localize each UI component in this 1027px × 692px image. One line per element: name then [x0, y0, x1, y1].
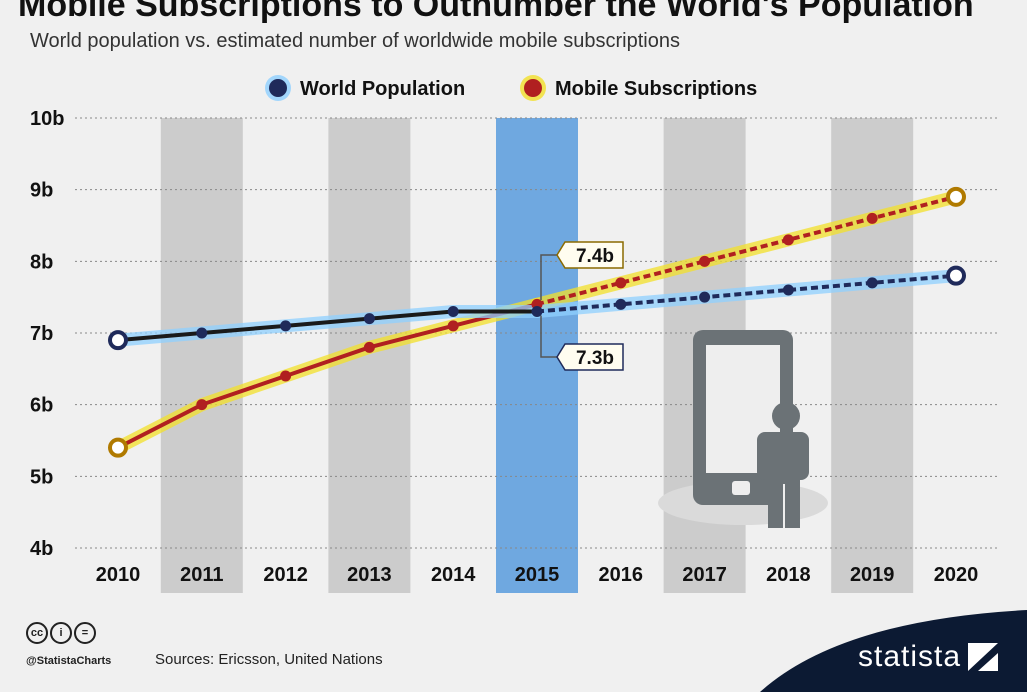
- x-tick-label: 2015: [515, 564, 560, 586]
- subscriptions-point-2019: [866, 212, 878, 224]
- brand-bar: [760, 610, 1027, 692]
- y-tick-label: 9b: [30, 180, 53, 202]
- x-tick-label: 2017: [682, 564, 727, 586]
- annotation-population-leader: [540, 315, 557, 358]
- legend-population-label: World Population: [300, 78, 465, 100]
- population-line-projected: [536, 273, 957, 314]
- sources-text: Sources: Ericsson, United Nations: [155, 651, 383, 668]
- population-point-2016: [615, 298, 627, 310]
- annotation-subscriptions-box: [556, 241, 624, 269]
- y-tick-label: 10b: [30, 108, 64, 130]
- y-tick-label: 6b: [30, 395, 53, 417]
- population-point-2017: [699, 291, 711, 303]
- population-point-2020: [946, 265, 966, 286]
- license-icons: cc i =: [26, 622, 96, 644]
- y-tick-label: 7b: [30, 323, 53, 345]
- x-tick-label: 2019: [850, 564, 895, 586]
- x-tick-label: 2010: [96, 564, 141, 586]
- population-line-actual: [117, 309, 537, 343]
- population-point-2015: [531, 306, 543, 317]
- y-tick-label: 4b: [30, 538, 53, 560]
- chart-title: Mobile Subscriptions to Outnumber the Wo…: [18, 0, 974, 24]
- annotation-subscriptions-label: 7.4b: [576, 246, 614, 267]
- population-point-2010: [108, 330, 128, 351]
- subscriptions-point-2011: [196, 399, 208, 411]
- subscriptions-point-2018: [782, 234, 794, 246]
- subscriptions-point-2014: [447, 320, 459, 332]
- chart-subtitle: World population vs. estimated number of…: [30, 30, 680, 52]
- column-band-2011: [160, 118, 243, 593]
- subscriptions-line-projected: [536, 194, 957, 307]
- annotation-subscriptions: 7.4b: [540, 241, 624, 301]
- cc-icon: cc: [26, 622, 48, 644]
- column-band-2019: [831, 118, 914, 593]
- population-point-2012: [280, 320, 292, 332]
- y-tick-label: 5b: [30, 466, 53, 488]
- x-tick-label: 2020: [934, 564, 979, 586]
- annotation-population: 7.3b: [540, 315, 624, 371]
- legend-subscriptions-marker: [524, 79, 542, 97]
- by-icon: i: [50, 622, 72, 644]
- phone-person-icon: [658, 330, 828, 528]
- x-tick-label: 2016: [599, 564, 644, 586]
- subscriptions-point-2016: [615, 277, 627, 289]
- annotation-population-box: [556, 343, 624, 371]
- x-tick-label: 2014: [431, 564, 476, 586]
- x-tick-label: 2013: [347, 564, 392, 586]
- population-point-2014: [447, 306, 459, 317]
- subscriptions-point-2017: [699, 255, 711, 267]
- subscriptions-point-2020: [946, 186, 966, 207]
- x-tick-label: 2011: [180, 564, 223, 586]
- population-point-2013: [363, 313, 375, 325]
- legend-subscriptions-label: Mobile Subscriptions: [555, 78, 757, 100]
- population-point-2018: [782, 284, 794, 296]
- x-tick-label: 2012: [263, 564, 308, 586]
- annotation-subscriptions-leader: [540, 254, 557, 301]
- social-handle: @StatistaCharts: [26, 655, 112, 667]
- annotation-population-label: 7.3b: [576, 348, 614, 369]
- x-tick-label: 2018: [766, 564, 811, 586]
- subscriptions-point-2012: [280, 370, 292, 382]
- legend-population-marker: [269, 79, 287, 97]
- statista-logo-icon: [968, 643, 998, 671]
- y-tick-label: 8b: [30, 251, 53, 273]
- population-point-2011: [196, 327, 208, 339]
- subscriptions-point-2010: [108, 437, 128, 458]
- brand-name: statista: [858, 640, 962, 673]
- nd-icon: =: [74, 622, 96, 644]
- population-point-2019: [866, 277, 878, 289]
- subscriptions-point-2013: [363, 341, 375, 353]
- subscriptions-line-actual: [117, 302, 538, 450]
